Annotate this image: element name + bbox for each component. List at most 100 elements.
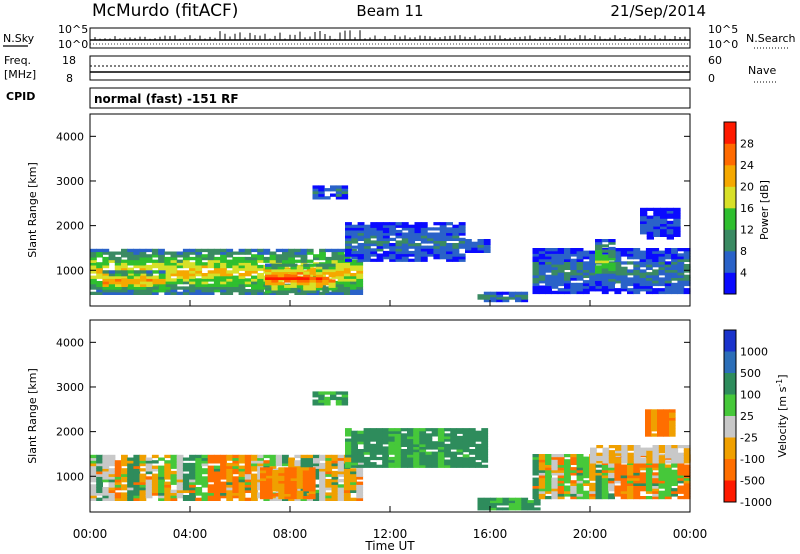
velocity-cell <box>483 502 491 506</box>
power-cell <box>664 248 672 252</box>
velocity-cell <box>413 433 420 437</box>
velocity-cell <box>300 462 308 467</box>
power-cell <box>532 282 540 287</box>
velocity-cell <box>640 450 647 454</box>
velocity-cell <box>176 489 184 493</box>
velocity-colorbar-swatch <box>724 330 736 352</box>
velocity-cell <box>238 489 246 493</box>
power-cell <box>303 290 311 294</box>
power-cell <box>389 229 397 234</box>
velocity-cell <box>133 454 141 459</box>
velocity-cell <box>331 484 339 488</box>
velocity-cell <box>475 462 482 466</box>
velocity-cell <box>633 460 641 464</box>
power-cell <box>576 285 584 289</box>
velocity-cell <box>664 482 672 486</box>
power-cell <box>303 279 311 283</box>
velocity-colorbar-tick: 25 <box>740 410 754 423</box>
power-cell <box>645 274 653 278</box>
power-cell <box>551 264 559 268</box>
power-cell <box>640 210 648 214</box>
velocity-cell <box>521 500 529 504</box>
velocity-cell <box>313 492 320 496</box>
velocity-cell <box>657 425 664 429</box>
velocity-cell <box>407 441 414 445</box>
power-cell <box>182 270 190 274</box>
cpid-panel: CPID normal (fast) -151 RF <box>6 87 691 109</box>
power-cell <box>164 259 172 263</box>
velocity-cell <box>663 414 670 418</box>
power-cell <box>145 259 153 263</box>
velocity-cell <box>189 470 196 475</box>
power-cell <box>439 250 447 255</box>
power-cell <box>389 224 397 228</box>
power-cell <box>395 222 403 226</box>
power-cell <box>296 282 304 286</box>
power-cell <box>356 289 364 293</box>
velocity-cell <box>601 496 609 500</box>
power-cell <box>671 285 678 289</box>
velocity-cell <box>557 475 565 479</box>
velocity-cell <box>645 428 652 432</box>
power-cell <box>158 259 165 263</box>
power-cell <box>139 267 147 271</box>
power-cell <box>557 277 565 281</box>
power-cell <box>551 269 559 273</box>
velocity-cell <box>462 435 470 440</box>
velocity-cell <box>251 454 258 459</box>
power-cell <box>664 282 672 287</box>
power-cell <box>483 239 491 243</box>
power-cell <box>265 287 272 291</box>
power-cell <box>582 264 590 268</box>
power-cell <box>582 250 590 254</box>
velocity-cell <box>589 472 597 476</box>
x-tick-label: 00:00 <box>73 527 108 541</box>
power-cell <box>213 286 221 290</box>
power-cell <box>683 248 691 252</box>
velocity-cell <box>582 461 590 465</box>
velocity-cell <box>363 435 371 440</box>
power-cell <box>614 290 622 295</box>
power-cell <box>471 247 479 251</box>
velocity-cell <box>238 481 246 485</box>
power-colorbar-swatch <box>724 165 736 187</box>
velocity-cell <box>645 480 653 484</box>
velocity-cell <box>102 492 110 496</box>
power-cell <box>220 291 227 295</box>
power-cell <box>363 227 371 231</box>
power-cell <box>671 269 678 273</box>
velocity-cell <box>671 488 678 492</box>
power-cell <box>671 274 678 278</box>
velocity-cell <box>570 469 578 473</box>
power-cell <box>376 253 384 257</box>
power-cell <box>195 283 203 287</box>
velocity-cell <box>343 495 351 499</box>
velocity-cell <box>639 472 647 476</box>
power-cell <box>633 248 641 252</box>
power-cell <box>108 281 116 285</box>
velocity-cell <box>133 479 141 483</box>
velocity-cell <box>633 475 641 479</box>
power-cell <box>582 253 590 257</box>
velocity-cell <box>538 482 546 486</box>
velocity-cell <box>557 482 565 486</box>
power-cell <box>164 286 172 290</box>
velocity-cell <box>450 430 458 434</box>
power-cell <box>452 232 460 236</box>
velocity-cell <box>244 457 252 461</box>
power-cell <box>653 210 661 214</box>
velocity-cell <box>437 454 445 458</box>
velocity-cell <box>576 464 584 468</box>
power-cell <box>351 240 359 244</box>
velocity-cell <box>232 492 240 496</box>
power-cell <box>207 256 215 261</box>
velocity-cell <box>394 456 402 461</box>
velocity-cell <box>645 477 653 481</box>
power-cell <box>439 235 447 239</box>
power-cell <box>640 228 648 232</box>
power-cell <box>357 243 365 247</box>
power-cell <box>660 213 668 217</box>
velocity-cell <box>331 481 339 485</box>
velocity-cell <box>300 492 308 496</box>
velocity-cell <box>296 470 304 474</box>
